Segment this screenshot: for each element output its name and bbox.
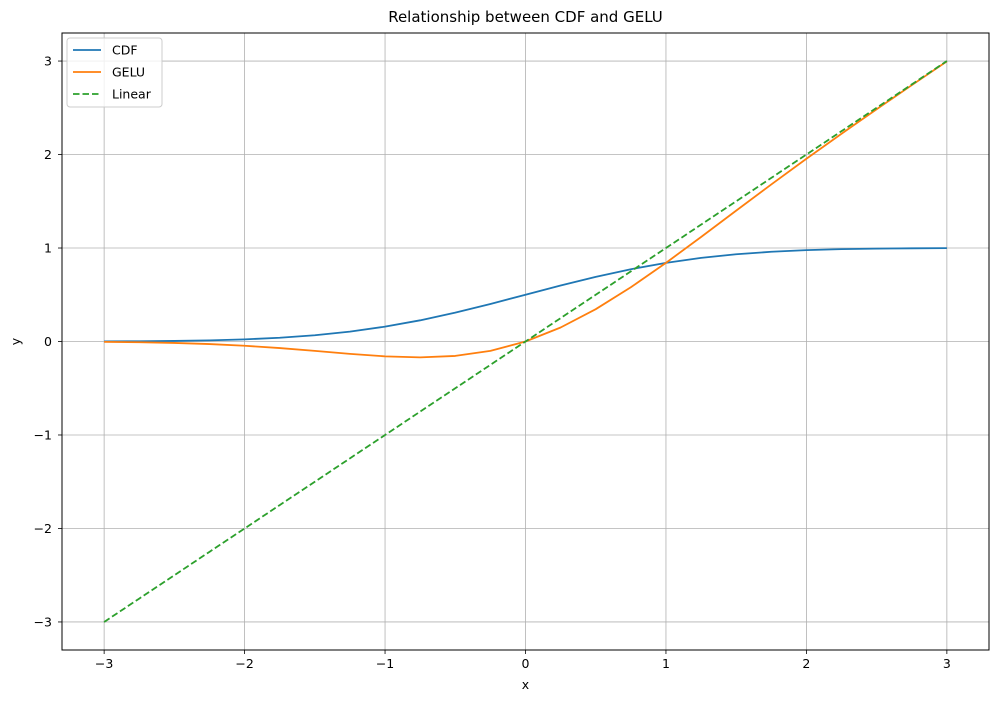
legend-label-cdf: CDF	[112, 43, 138, 58]
x-tick-label: 3	[943, 656, 951, 671]
y-tick-label: −2	[34, 521, 52, 536]
y-tick-label: 0	[44, 334, 52, 349]
y-tick-label: −1	[34, 427, 52, 442]
x-tick-label: 1	[662, 656, 670, 671]
x-tick-label: −1	[376, 656, 394, 671]
x-tick-label: 2	[802, 656, 810, 671]
legend-label-gelu: GELU	[112, 65, 145, 80]
x-tick-label: 0	[522, 656, 530, 671]
series-layer	[103, 60, 948, 623]
series-line-linear	[103, 60, 948, 623]
tick-layer: −3 −2 −1 0 1 2 3 −3 −2 −1 0 1 2 3	[34, 54, 951, 671]
chart-title: Relationship between CDF and GELU	[388, 8, 663, 26]
x-tick-label: −3	[95, 656, 113, 671]
y-axis-label: y	[8, 337, 23, 345]
y-tick-label: 2	[44, 147, 52, 162]
x-tick-label: −2	[235, 656, 253, 671]
y-tick-label: 3	[44, 54, 52, 69]
legend-label-linear: Linear	[112, 87, 152, 102]
y-tick-label: −3	[34, 614, 52, 629]
legend-box	[66, 37, 163, 108]
y-tick-label: 1	[44, 241, 52, 256]
legend: CDF GELU Linear	[66, 37, 163, 108]
series-line-cdf	[104, 247, 947, 343]
x-axis-label: x	[522, 677, 529, 692]
